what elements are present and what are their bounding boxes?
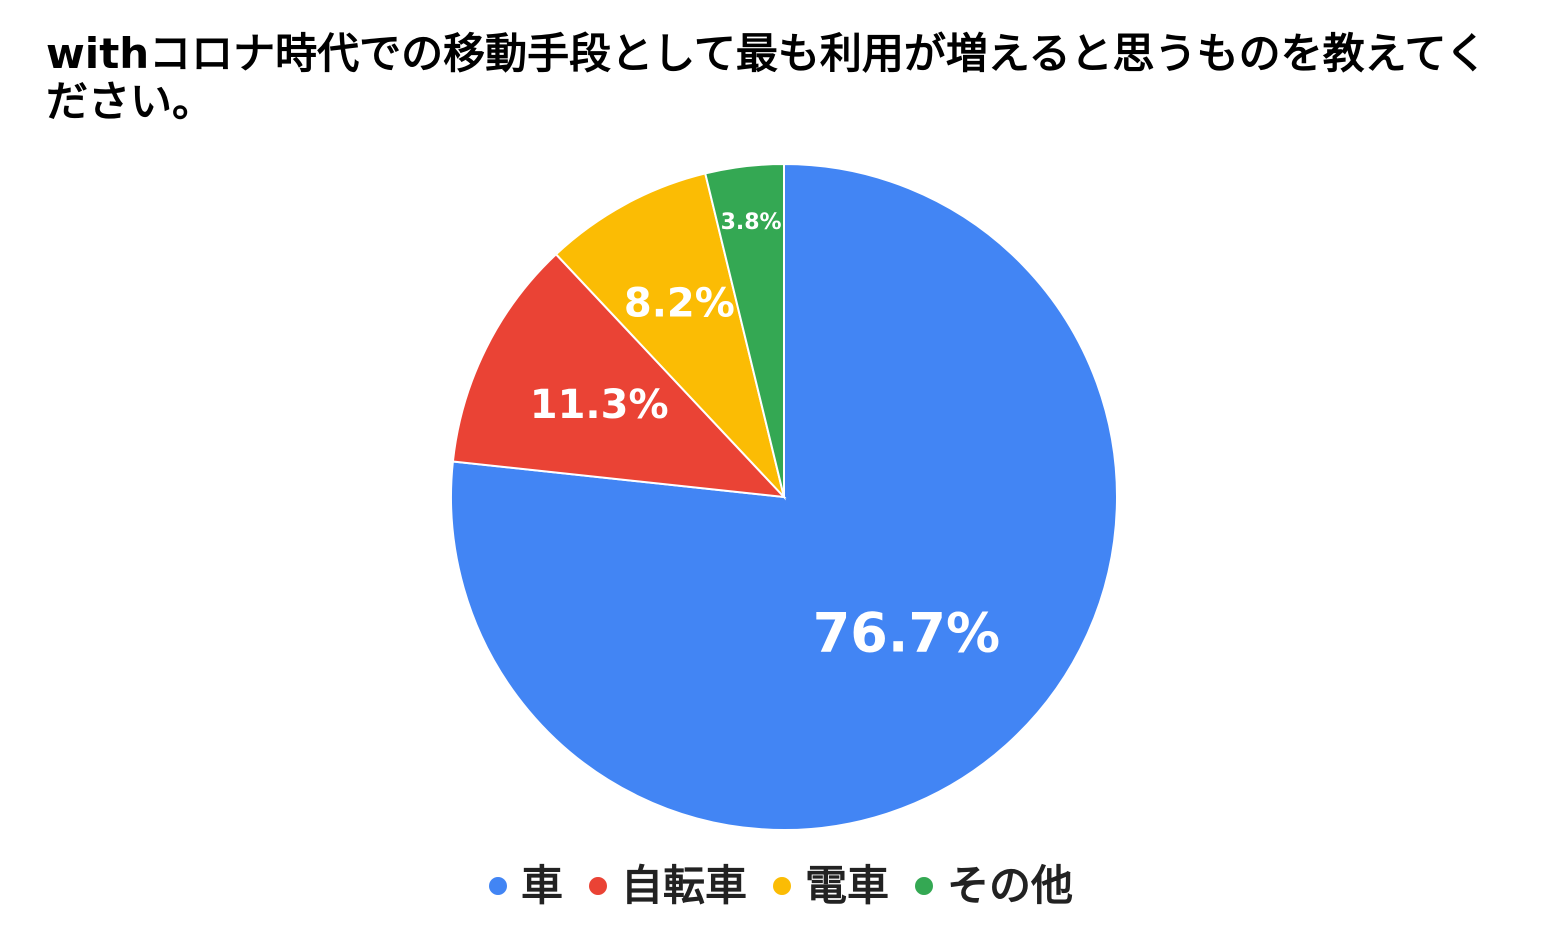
slice-train <box>554 172 786 501</box>
slice-bicycle <box>451 252 787 499</box>
legend-marker <box>588 877 607 895</box>
legend-label: 自転車 <box>620 861 747 910</box>
legend-marker <box>488 877 507 895</box>
pie-value-labels: 76.7% 11.3% 8.2% 3.8% <box>530 210 1000 665</box>
pie-slices <box>450 162 1118 831</box>
label-train: 8.2% <box>624 281 735 327</box>
legend-label: 電車 <box>805 861 890 910</box>
chart-legend: 車 自転車 電車 その他 <box>0 860 1562 912</box>
legend-marker <box>915 877 934 895</box>
legend-label: 車 <box>520 861 563 910</box>
legend-item: 車 <box>488 860 563 912</box>
legend-label: その他 <box>947 861 1074 910</box>
legend-item: 電車 <box>773 860 889 912</box>
chart-title: withコロナ時代での移動手段として最も利用が増えると思うものを教えてください。 <box>46 29 1488 126</box>
legend-item: その他 <box>915 860 1073 912</box>
label-bicycle: 11.3% <box>530 382 669 428</box>
slice-other <box>704 162 785 498</box>
label-other: 3.8% <box>721 210 782 235</box>
slice-car <box>450 162 1118 831</box>
legend-item: 自転車 <box>588 860 747 912</box>
label-car: 76.7% <box>813 602 1000 665</box>
legend-marker <box>773 877 791 895</box>
